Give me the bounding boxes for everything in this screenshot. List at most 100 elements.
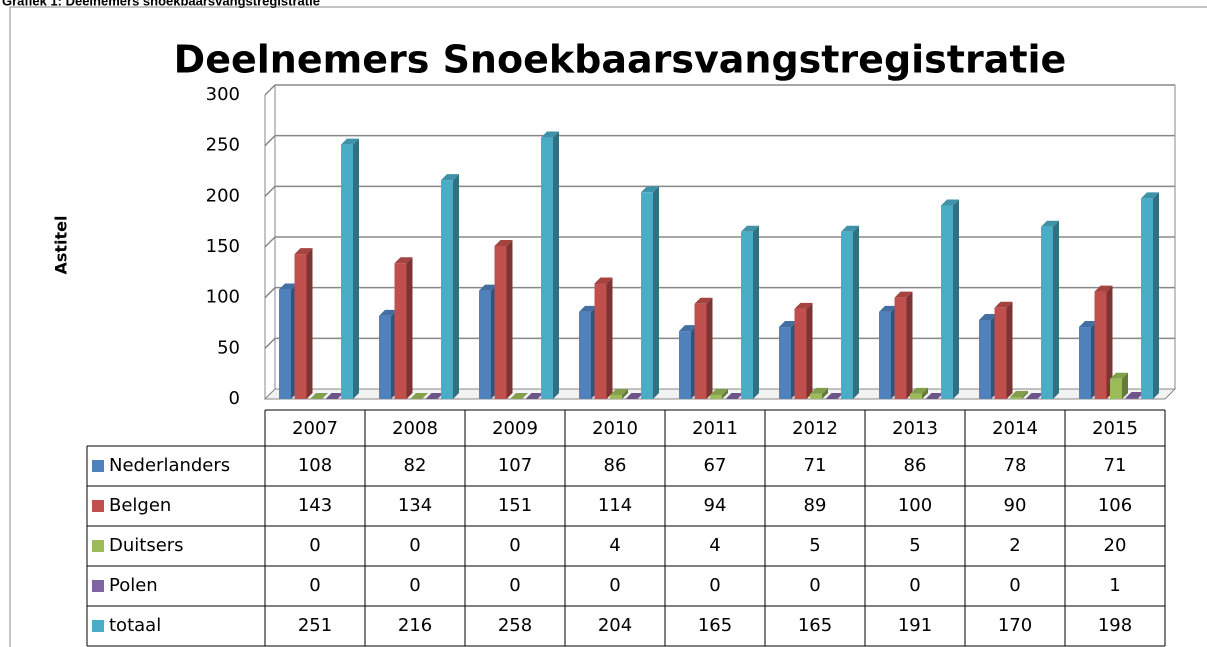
- bar-top: [741, 225, 759, 232]
- bar-top: [425, 393, 444, 399]
- x-tick-label: 2014: [992, 418, 1038, 439]
- legend-label: Nederlanders: [109, 455, 230, 476]
- bar-side: [1022, 390, 1028, 399]
- bar: [841, 231, 853, 399]
- legend-swatch: [92, 580, 104, 592]
- table-value: 106: [1098, 495, 1132, 516]
- table-value: 67: [704, 455, 727, 476]
- bar-top: [1110, 372, 1128, 379]
- grid-line: [264, 84, 1175, 96]
- bar: [994, 307, 1007, 399]
- bar: [594, 283, 607, 399]
- x-tick-label: 2015: [1092, 418, 1138, 439]
- bar: [394, 263, 407, 399]
- bar: [379, 315, 391, 399]
- bar-top: [279, 283, 297, 290]
- bar-side: [406, 257, 413, 399]
- bar: [741, 231, 753, 399]
- bar-top: [1041, 220, 1059, 227]
- table-value: 0: [709, 575, 720, 596]
- bar-top: [541, 131, 559, 138]
- bar: [710, 394, 722, 399]
- bar: [810, 393, 822, 399]
- bar-top: [610, 388, 628, 395]
- bar-side: [306, 248, 313, 399]
- table-value: 0: [909, 575, 920, 596]
- x-tick-label: 2012: [792, 418, 838, 439]
- legend-swatch: [92, 620, 104, 632]
- bar: [1141, 198, 1153, 399]
- table-value: 198: [1098, 615, 1132, 636]
- legend-swatch: [92, 540, 104, 552]
- table-value: 71: [1104, 455, 1127, 476]
- bar-side: [553, 131, 559, 399]
- y-tick-label: 150: [206, 236, 240, 257]
- bar: [779, 327, 791, 399]
- chart-title: Deelnemers Snoekbaarsvangstregistratie: [174, 38, 1067, 82]
- legend-label: Belgen: [109, 495, 171, 516]
- table-value: 114: [598, 495, 632, 516]
- table-value: 0: [509, 535, 520, 556]
- bar-top: [710, 388, 728, 395]
- bar-top: [594, 277, 613, 284]
- table-value: 258: [498, 615, 532, 636]
- bar-side: [1122, 372, 1128, 399]
- bar-top: [679, 325, 697, 332]
- y-tick-label: 300: [206, 84, 240, 105]
- table-value: 0: [509, 575, 520, 596]
- table-value: 0: [409, 575, 420, 596]
- x-tick-label: 2010: [592, 418, 638, 439]
- bar: [479, 290, 491, 399]
- bar-top: [625, 393, 644, 399]
- legend-label: Duitsers: [109, 535, 184, 556]
- bar-top: [525, 393, 544, 399]
- table-value: 204: [598, 615, 632, 636]
- x-tick-label: 2007: [292, 418, 338, 439]
- table-value: 94: [704, 495, 727, 516]
- table-value: 86: [604, 455, 627, 476]
- legend-label: Polen: [109, 575, 158, 596]
- bar-top: [979, 313, 997, 320]
- table-value: 0: [309, 575, 320, 596]
- y-axis-label: Astitel: [52, 215, 71, 274]
- table-value: 191: [898, 615, 932, 636]
- bar-side: [806, 302, 813, 399]
- grid-line: [264, 286, 1175, 299]
- bar-top: [810, 387, 828, 394]
- bar-top: [510, 393, 528, 399]
- table-value: 165: [698, 615, 732, 636]
- table-value: 1: [1109, 575, 1120, 596]
- table-value: 4: [609, 535, 620, 556]
- y-tick-label: 0: [229, 388, 240, 409]
- table-value: 251: [298, 615, 332, 636]
- table-value: 82: [404, 455, 427, 476]
- y-tick-label: 200: [206, 185, 240, 206]
- bar-side: [622, 388, 628, 399]
- bar-top: [1010, 390, 1028, 397]
- table-value: 2: [1009, 535, 1020, 556]
- bar-top: [725, 393, 744, 399]
- bar-side: [753, 225, 759, 399]
- bar: [1125, 397, 1138, 399]
- bar: [879, 311, 891, 399]
- bar-top: [325, 393, 344, 399]
- bar: [279, 289, 291, 399]
- bar-side: [906, 291, 913, 399]
- table-value: 5: [909, 535, 920, 556]
- table-value: 0: [309, 535, 320, 556]
- bar-side: [822, 387, 828, 399]
- bar-top: [641, 186, 659, 193]
- bar-side: [922, 387, 928, 399]
- bar-top: [1025, 393, 1044, 399]
- bar-side: [853, 225, 859, 399]
- bar-top: [441, 174, 459, 181]
- bar-top: [879, 305, 897, 312]
- bar-top: [1094, 285, 1113, 292]
- bar-side: [953, 199, 959, 399]
- table-value: 0: [1009, 575, 1020, 596]
- bar: [641, 192, 653, 399]
- bar: [910, 393, 922, 399]
- bar-top: [1079, 321, 1097, 328]
- caption: Grafiek 1: Deelnemers snoekbaarsvangstre…: [2, 0, 320, 8]
